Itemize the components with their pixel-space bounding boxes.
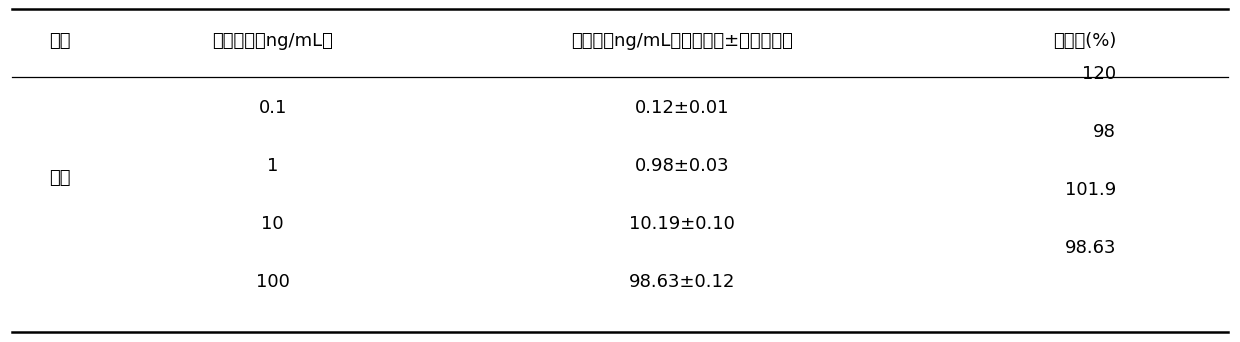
Text: 回收率(%): 回收率(%) bbox=[1053, 32, 1116, 50]
Text: 98.63±0.12: 98.63±0.12 bbox=[629, 273, 735, 291]
Text: 添加浓度（ng/mL）: 添加浓度（ng/mL） bbox=[212, 32, 334, 50]
Text: 1: 1 bbox=[267, 157, 279, 175]
Text: 100: 100 bbox=[255, 273, 290, 291]
Text: 0.98±0.03: 0.98±0.03 bbox=[635, 157, 729, 175]
Text: 10: 10 bbox=[262, 215, 284, 233]
Text: 0.12±0.01: 0.12±0.01 bbox=[635, 99, 729, 117]
Text: 0.1: 0.1 bbox=[259, 99, 286, 117]
Text: 120: 120 bbox=[1081, 65, 1116, 82]
Text: 牛奶: 牛奶 bbox=[50, 169, 71, 187]
Text: 10.19±0.10: 10.19±0.10 bbox=[629, 215, 735, 233]
Text: 样本: 样本 bbox=[50, 32, 71, 50]
Text: 98: 98 bbox=[1094, 123, 1116, 141]
Text: 98.63: 98.63 bbox=[1064, 239, 1116, 257]
Text: 101.9: 101.9 bbox=[1065, 181, 1116, 199]
Text: 检测值（ng/mL）（平均值±标准偏差）: 检测值（ng/mL）（平均值±标准偏差） bbox=[572, 32, 792, 50]
